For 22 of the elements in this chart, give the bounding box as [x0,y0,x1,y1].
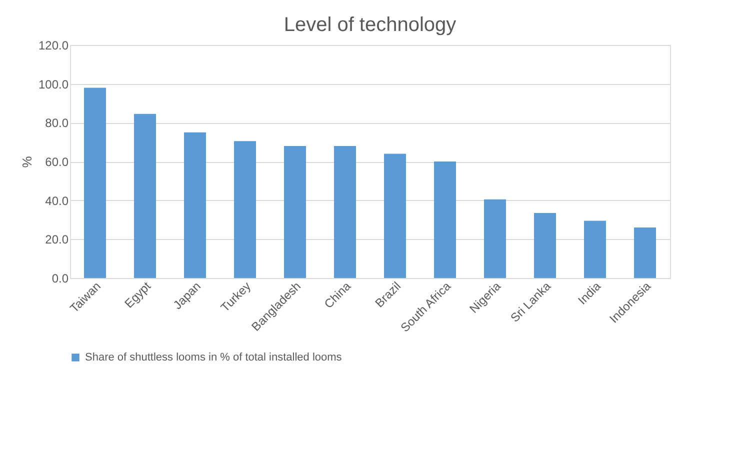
y-tick-label: 60.0 [45,155,69,169]
bar [384,154,406,278]
bar [584,220,606,278]
y-tick-label: 40.0 [45,194,69,208]
bar [334,146,356,278]
legend-label: Share of shuttless looms in % of total installed looms [85,352,342,364]
bar [184,132,206,278]
bar [634,228,656,278]
y-tick-label: 20.0 [45,232,69,247]
bar [134,114,156,278]
y-tick-label: 100.0 [38,77,69,92]
y-tick-label: 0.0 [52,272,69,286]
bar [484,199,506,278]
chart-title: Level of technology [284,14,456,36]
bar [434,162,456,278]
bar [534,212,556,278]
bar [84,88,106,278]
bar [234,141,256,278]
bar [284,146,306,278]
y-axis-title: % [19,156,34,168]
y-tick-label: 80.0 [45,116,69,130]
y-tick-label: 120.0 [38,38,69,52]
